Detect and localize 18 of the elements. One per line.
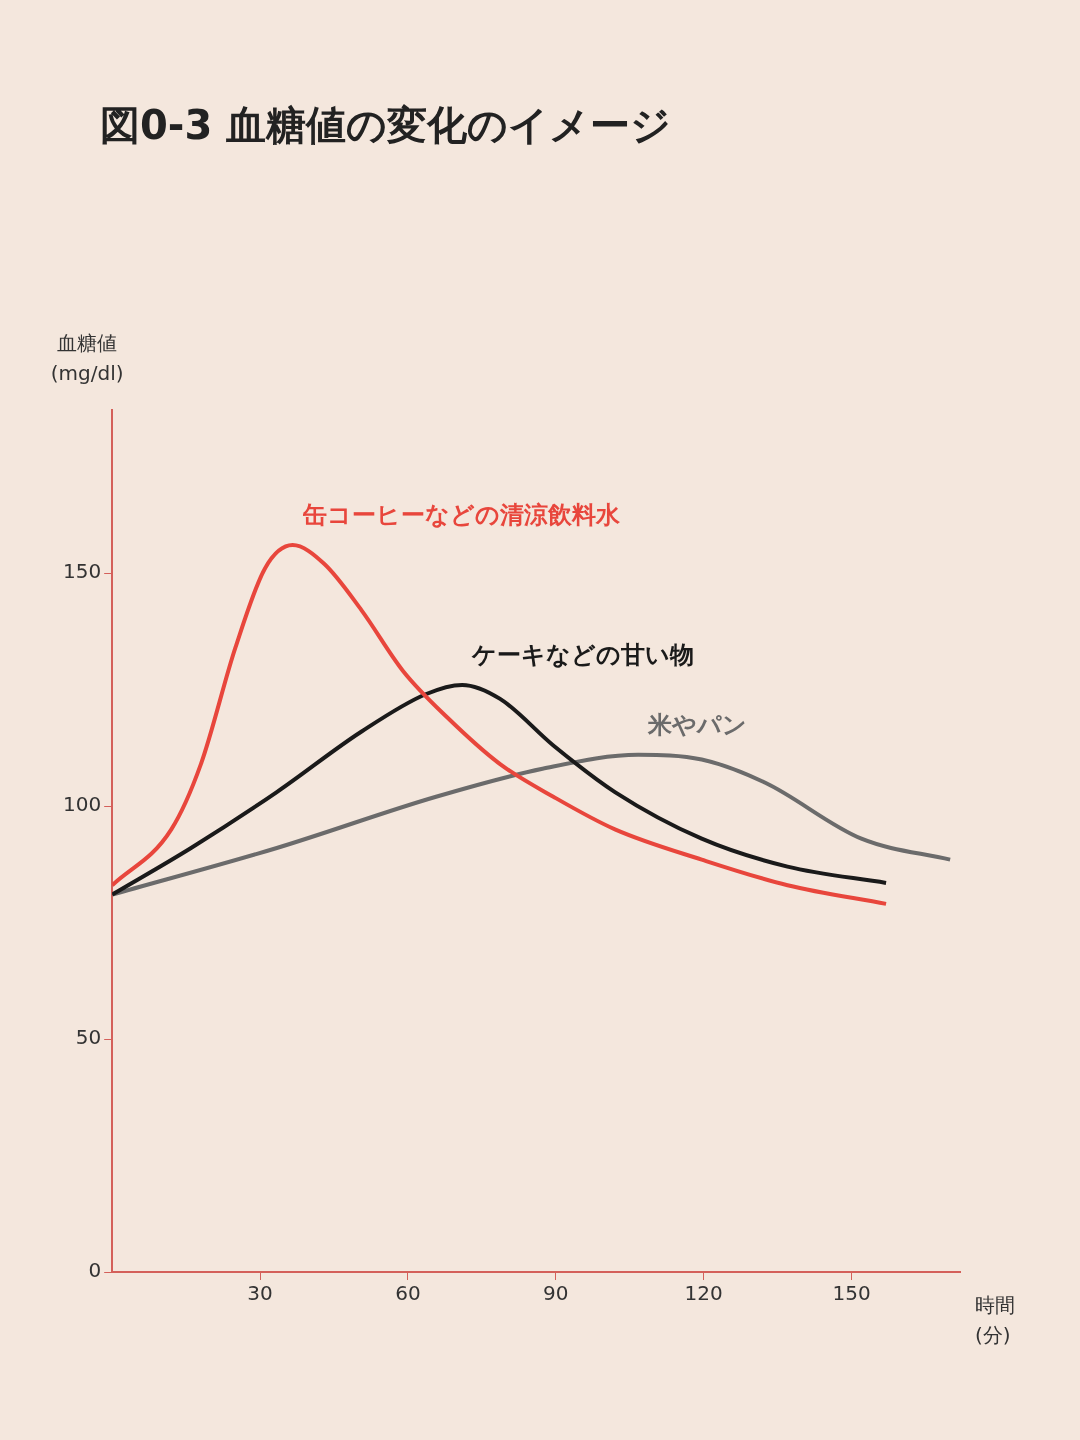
chart-title: 図0-3 血糖値の変化のイメージ bbox=[99, 101, 673, 150]
y-tick-label: 150 bbox=[62, 559, 102, 584]
line-series bbox=[112, 543, 889, 906]
x-tick-label: 90 bbox=[543, 1281, 569, 1306]
x-tick-label: 60 bbox=[395, 1281, 421, 1306]
series-label: ケーキなどの甘い物 bbox=[471, 640, 695, 669]
y-tick-label: 50 bbox=[75, 1025, 102, 1050]
series-label: 缶コーヒーなどの清涼飲料水 bbox=[301, 501, 621, 530]
line-series bbox=[112, 752, 953, 897]
x-axis-title: 時間 (分) bbox=[975, 1293, 1015, 1347]
x-tick-label: 30 bbox=[247, 1281, 273, 1306]
y-axis-title: 血糖値 (mg/dl) bbox=[50, 331, 124, 385]
series-label: 米やパン bbox=[647, 710, 748, 739]
x-tick-label: 150 bbox=[832, 1281, 871, 1306]
y-tick-label: 100 bbox=[62, 792, 102, 817]
line-series bbox=[112, 682, 889, 897]
x-tick-label: 120 bbox=[684, 1281, 723, 1306]
y-tick-label: 0 bbox=[88, 1258, 102, 1283]
